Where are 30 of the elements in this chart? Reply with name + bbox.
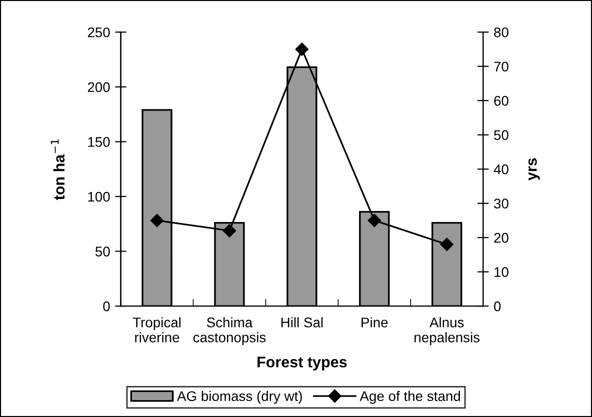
y2-tick-label: 10 bbox=[494, 267, 508, 277]
point bbox=[295, 42, 309, 56]
y-tick-label: 100 bbox=[88, 192, 110, 202]
y2-tick-label: 0 bbox=[494, 301, 501, 312]
legend-label: AG biomass (dry wt) bbox=[177, 390, 302, 404]
x-tick-label: Hill Sal bbox=[281, 317, 323, 328]
point bbox=[222, 224, 236, 238]
y2-tick-label: 30 bbox=[494, 198, 508, 209]
y2-axis-title: yrs bbox=[528, 158, 540, 180]
x-tick-label: Pine bbox=[362, 317, 388, 328]
y2-tick-label: 50 bbox=[494, 130, 508, 140]
point bbox=[440, 238, 454, 252]
y2-tick-label: 80 bbox=[494, 27, 508, 38]
x-tick-label: Schima castonopsis bbox=[193, 317, 266, 346]
y2-tick-label: 40 bbox=[494, 164, 508, 174]
x-axis-title: Forest types bbox=[258, 356, 347, 370]
point bbox=[150, 214, 164, 228]
y2-tick-label: 60 bbox=[494, 96, 508, 106]
y2-tick-label: 70 bbox=[494, 62, 508, 72]
y-axis-title: ton ha$^{−1}$ bbox=[50, 139, 65, 200]
y-tick-label: 0 bbox=[103, 301, 110, 312]
y2-tick-label: 20 bbox=[494, 232, 508, 243]
x-tick-label: Alnus nepalensis bbox=[414, 317, 480, 346]
x-tick-label: Tropical riverine bbox=[132, 317, 181, 342]
legend-label: Age of the stand bbox=[360, 390, 460, 404]
point bbox=[368, 214, 381, 228]
y-tick-label: 200 bbox=[88, 82, 110, 92]
y-tick-label: 50 bbox=[95, 246, 110, 256]
y-tick-label: 250 bbox=[88, 27, 110, 38]
y-tick-label: 150 bbox=[88, 137, 110, 147]
